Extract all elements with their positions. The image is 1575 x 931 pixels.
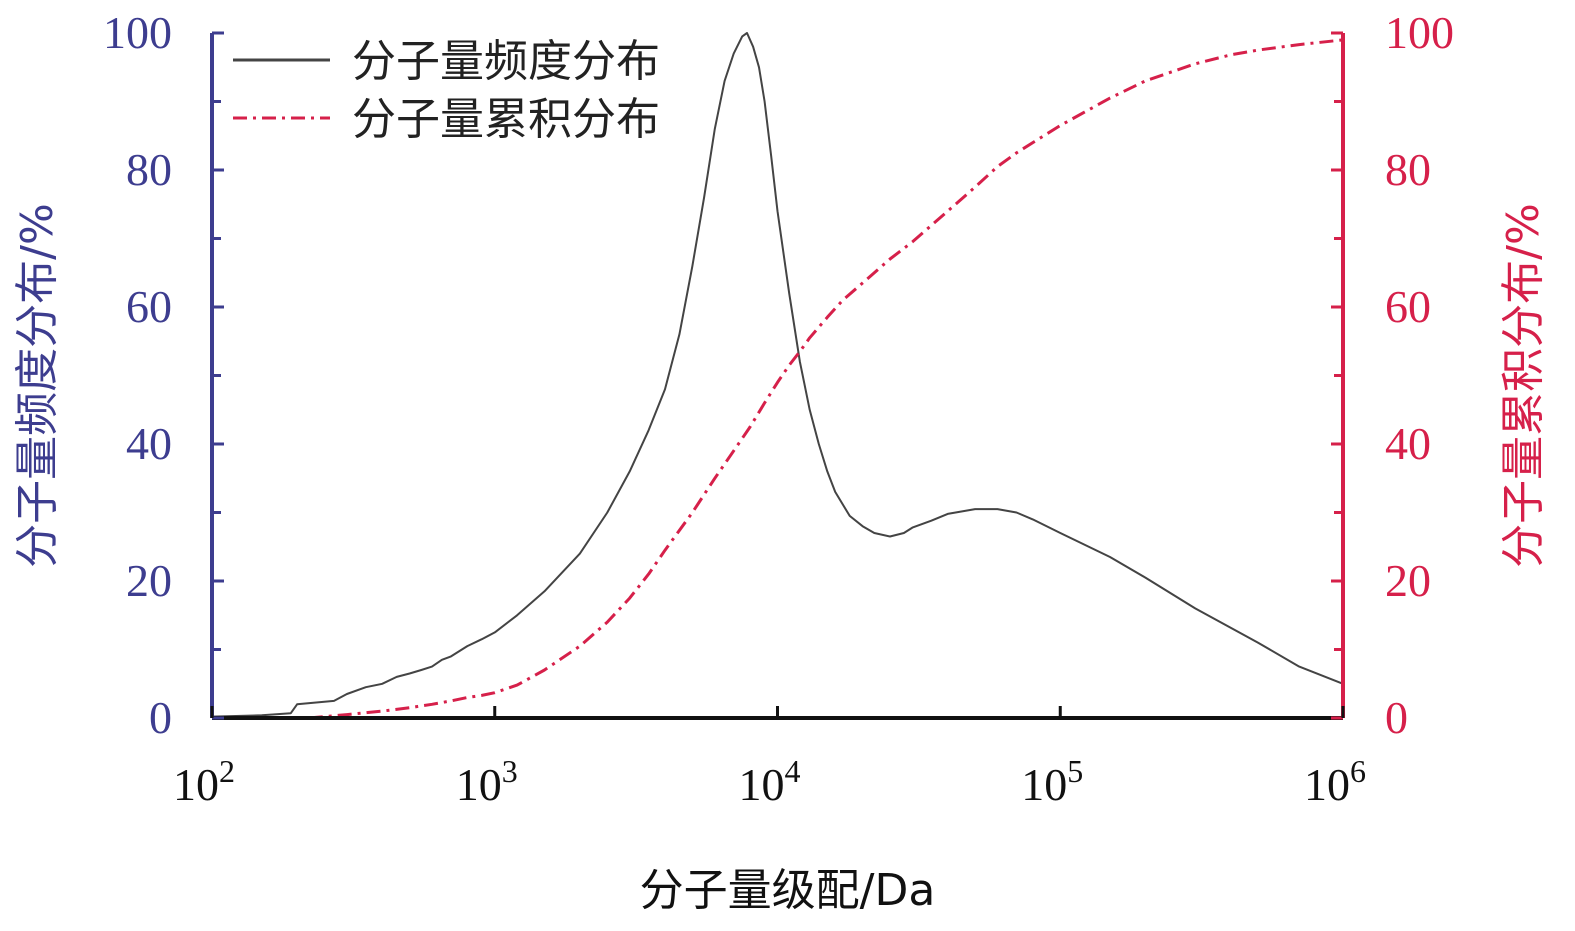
- right-tick-label: 80: [1385, 144, 1431, 195]
- left-tick-label: 20: [126, 555, 172, 606]
- x-tick-label: 102: [173, 753, 235, 810]
- left-axis-ticks: 0 20 40 60 80 100: [103, 7, 224, 743]
- right-tick-label: 60: [1385, 281, 1431, 332]
- left-tick-label: 0: [149, 692, 172, 743]
- right-axis-ticks: 0 20 40 60 80 100: [1331, 7, 1454, 743]
- right-tick-label: 20: [1385, 555, 1431, 606]
- left-tick-label: 100: [103, 7, 172, 58]
- left-tick-label: 40: [126, 418, 172, 469]
- x-axis-title: 分子量级配/Da: [640, 865, 936, 916]
- right-tick-label: 40: [1385, 418, 1431, 469]
- axis-titles: 分子量级配/Da 分子量频度分布/% 分子量累积分布/%: [12, 203, 1549, 916]
- series-line-frequency: [211, 32, 1344, 718]
- x-tick-label: 104: [739, 753, 801, 810]
- left-tick-label: 80: [126, 144, 172, 195]
- legend-label: 分子量频度分布: [352, 36, 660, 87]
- right-tick-label: 100: [1385, 7, 1454, 58]
- x-tick-label: 106: [1304, 753, 1366, 810]
- x-tick-label: 103: [456, 753, 518, 810]
- series-line-cumulative: [308, 38, 1344, 720]
- right-axis-title: 分子量累积分布/%: [1498, 203, 1549, 568]
- legend-label: 分子量累积分布: [352, 94, 660, 145]
- x-tick-label: 105: [1021, 753, 1083, 810]
- x-axis-ticks: 102 103 104 105 106: [173, 706, 1366, 810]
- right-tick-label: 0: [1385, 692, 1408, 743]
- left-axis-title: 分子量频度分布/%: [12, 203, 63, 568]
- left-tick-label: 60: [126, 281, 172, 332]
- plot-lines: [211, 32, 1344, 720]
